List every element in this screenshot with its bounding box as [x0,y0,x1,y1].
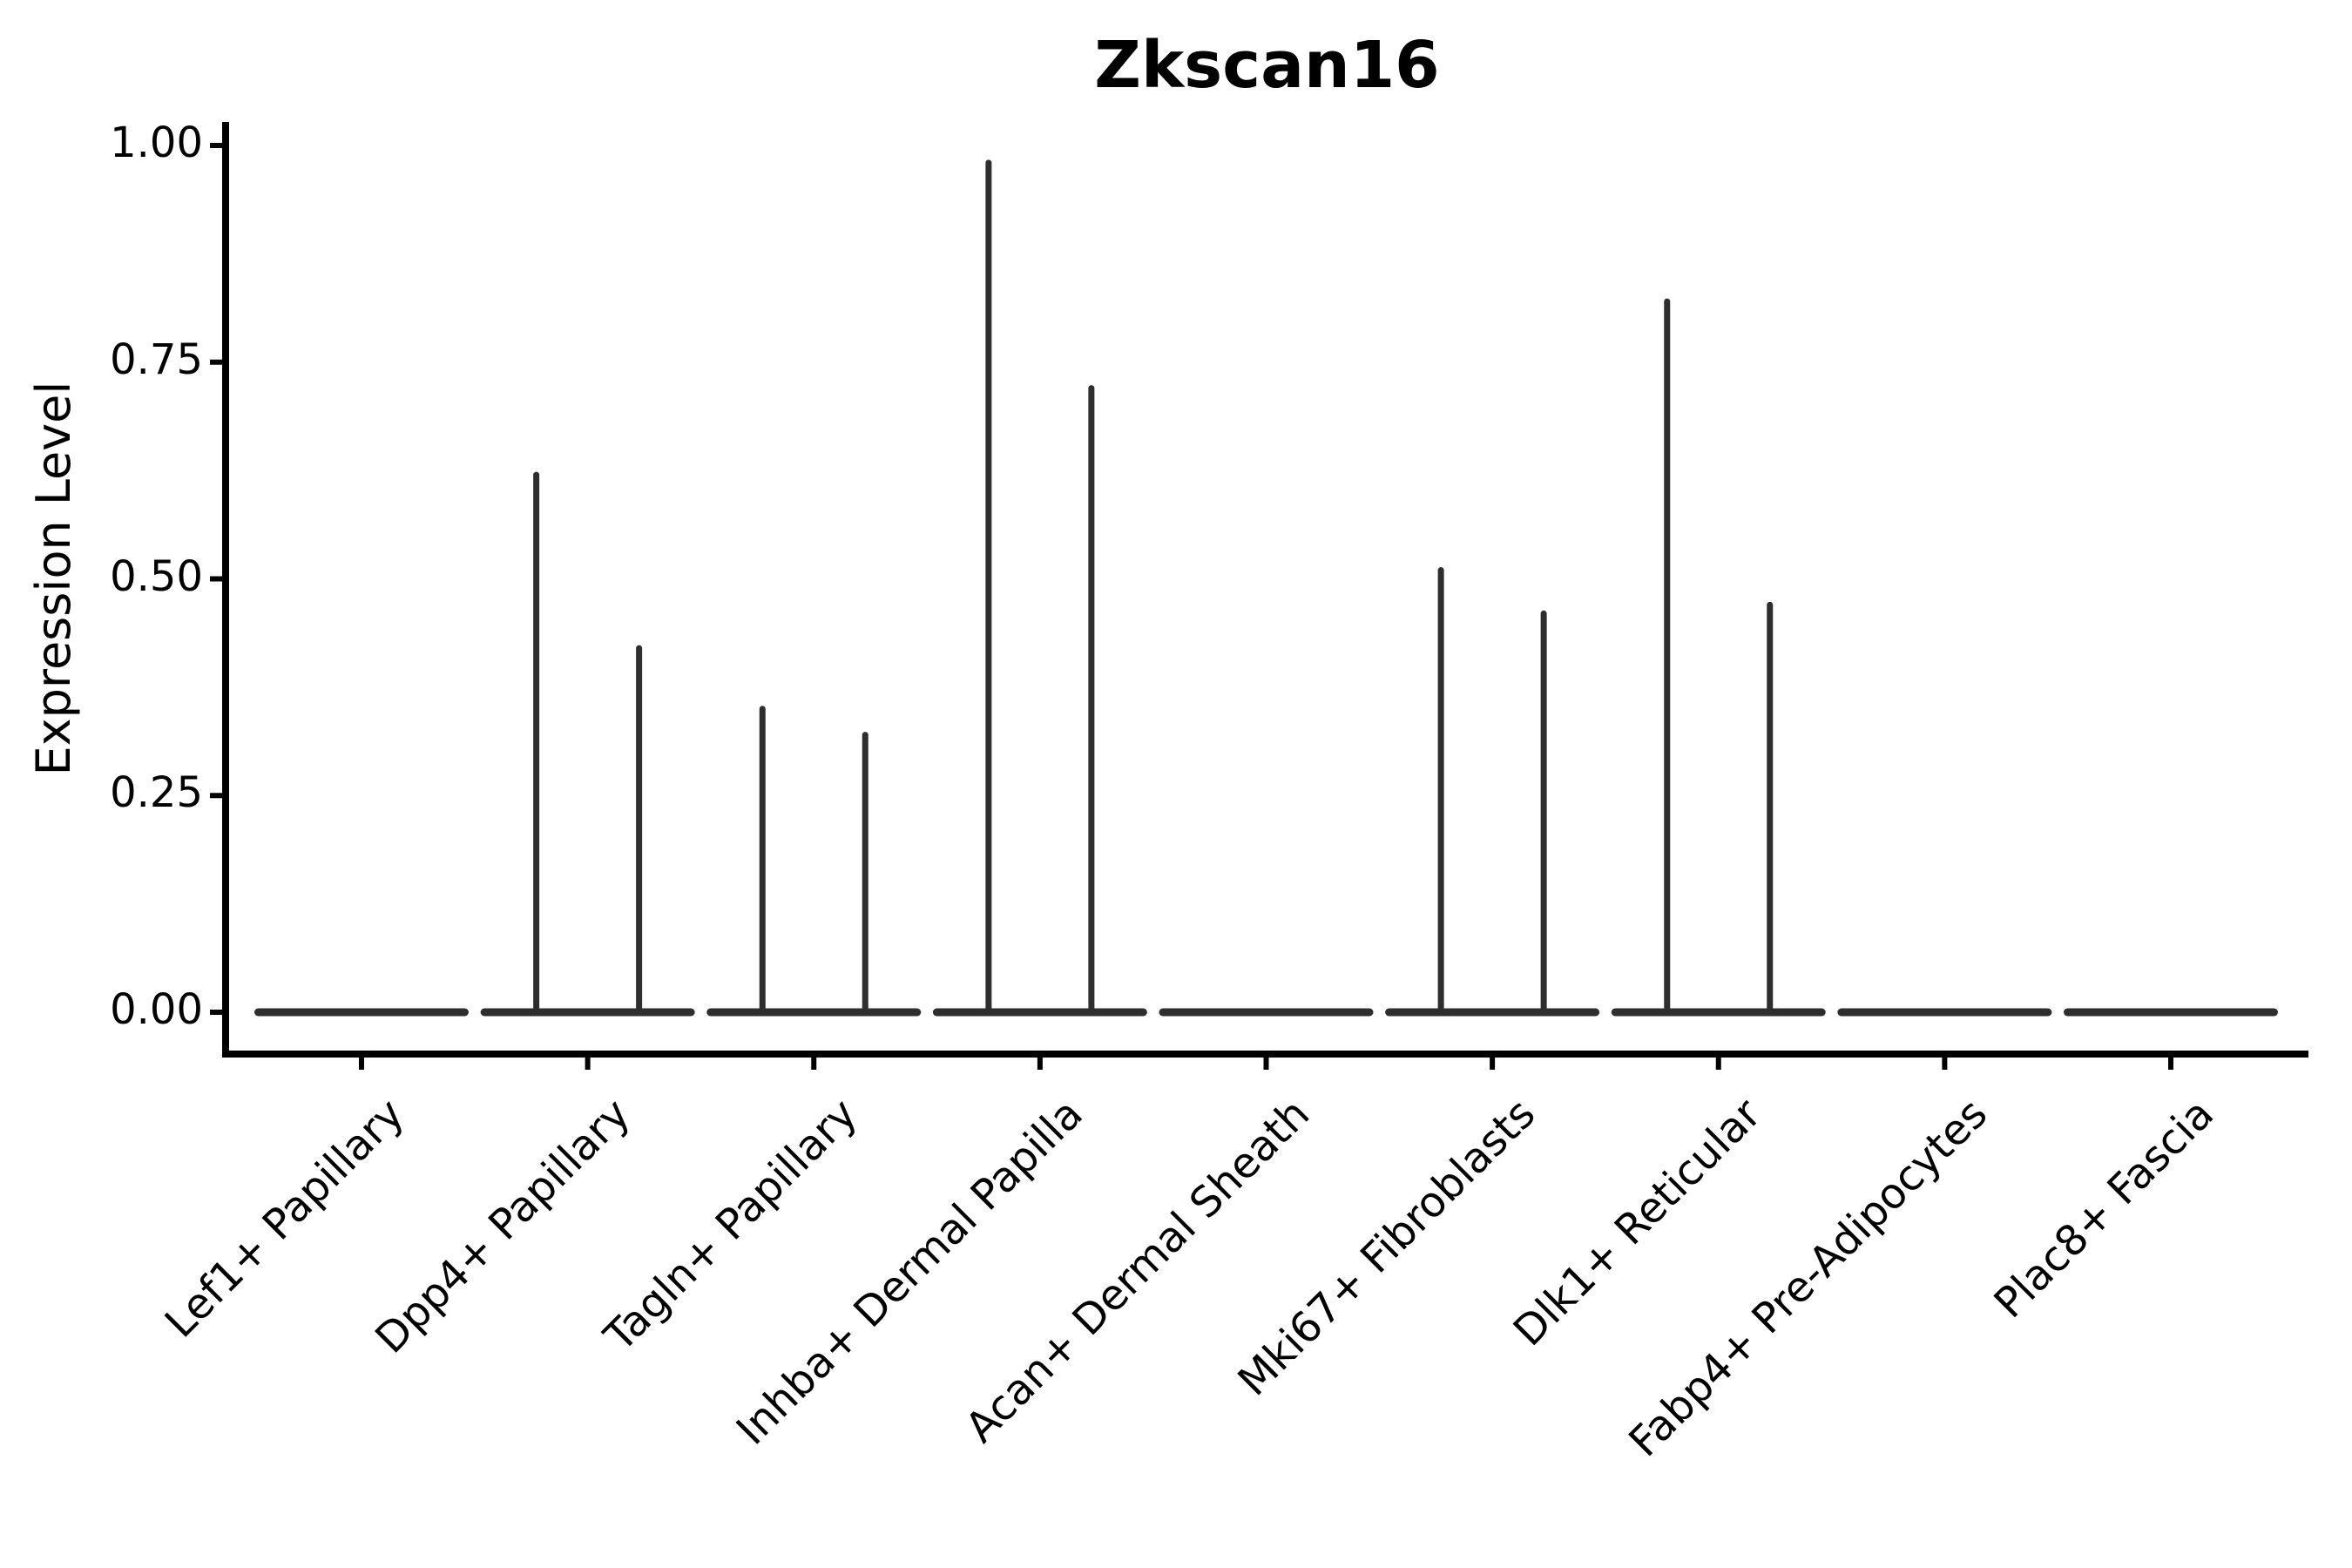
y-tick-label: 0.00 [110,985,203,1034]
y-tick-label: 0.50 [110,551,203,601]
plot-title: Zkscan16 [1094,28,1440,103]
y-tick-label: 0.75 [110,335,203,384]
y-tick-label: 1.00 [110,118,203,167]
y-tick-label: 0.25 [110,768,203,818]
